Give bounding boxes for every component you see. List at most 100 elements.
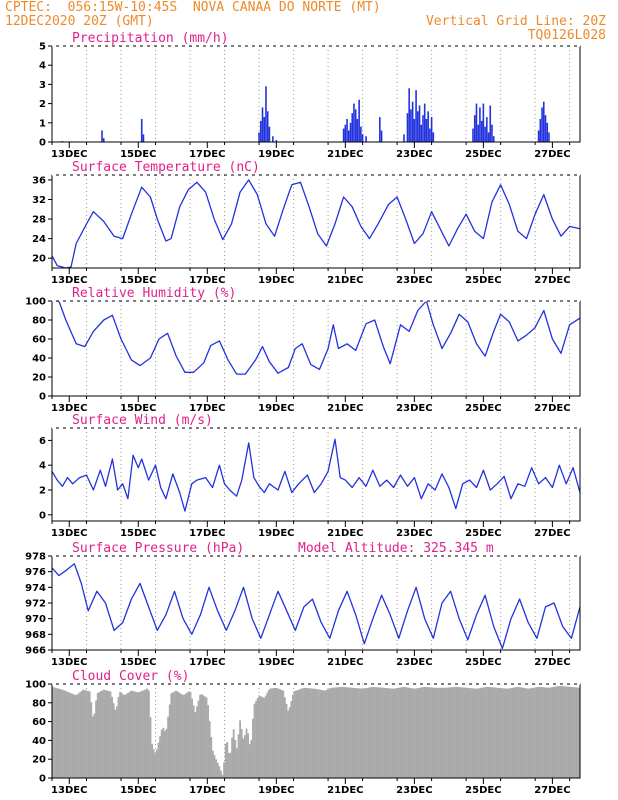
cloud-bar [324, 690, 326, 778]
cloud-bar [181, 694, 184, 778]
cloud-bar [303, 687, 305, 778]
cloud-bar [226, 742, 229, 778]
y-tick-label: 100 [25, 680, 46, 691]
precip-bar [344, 124, 347, 142]
cloud-bar [346, 687, 349, 778]
wind-panel: 0 2 4 6 13DEC 15DEC 17DEC 19DEC 21DEC 23DEC 25DEC 2… [39, 413, 581, 539]
cloud-bar [252, 718, 254, 778]
cloud-bar [242, 738, 245, 778]
precip-bar [415, 90, 417, 142]
cloud-bar [280, 689, 283, 778]
precip-bar [261, 107, 264, 142]
x-tick-label: 19DEC [258, 403, 294, 414]
cloud-panel: 0 20 40 60 80 100 13DEC 15DEC 17DEC 19DEC 21DEC 23D… [25, 669, 581, 796]
y-tick-label: 4 [39, 461, 46, 472]
panel-frame [51, 45, 581, 143]
cloud-bar [192, 705, 195, 778]
cloud-bar [402, 686, 405, 778]
pres-panel: 966 968 970 972 974 976 978 13DEC 15DEC 17DEC 19DE… [25, 541, 581, 668]
header-grid-line: Vertical Grid Line: 20Z [425, 14, 606, 29]
cloud-bar [519, 687, 521, 778]
x-tick-label: 19DEC [258, 785, 294, 796]
cloud-bar [149, 717, 152, 778]
cloud-bar [466, 687, 469, 778]
cloud-bar [88, 691, 91, 778]
cloud-bar [394, 688, 397, 778]
temp-line [52, 179, 580, 268]
cloud-bar [560, 686, 563, 778]
cloud-bar [76, 694, 78, 778]
cloud-bar [514, 687, 517, 778]
cloud-bar [80, 690, 83, 778]
cloud-bar [341, 686, 344, 778]
cloud-bar [200, 694, 203, 778]
cloud-bar [418, 687, 421, 778]
precip-bar [548, 132, 550, 142]
cloud-bar [532, 687, 534, 778]
cloud-bar [172, 692, 174, 778]
cloud-bar [132, 690, 134, 778]
cloud-bar [330, 687, 333, 778]
cloud-bar [220, 770, 222, 778]
cloud-bar [439, 687, 441, 778]
cloud-bar [562, 686, 565, 778]
cloud-bar [64, 690, 67, 778]
y-tick-label: 80 [32, 316, 46, 327]
precip-bar [477, 124, 479, 142]
x-tick-label: 13DEC [51, 785, 87, 796]
cloud-bar [216, 762, 219, 778]
cloud-bar [138, 692, 141, 778]
y-tick-label: 100 [25, 297, 46, 308]
cloud-bar [66, 691, 69, 778]
cloud-bar [405, 687, 408, 778]
cloud-bar [338, 687, 341, 778]
cloud-bar [148, 690, 150, 778]
precip-bar [347, 130, 350, 142]
cloud-bar [386, 688, 389, 778]
cloud-bar [151, 743, 153, 778]
cloud-bar [376, 687, 379, 778]
cloud-bar [103, 689, 105, 778]
cloud-bar [156, 749, 158, 778]
cloud-bar [535, 687, 537, 778]
cloud-bar [309, 688, 312, 778]
precip-bar [351, 113, 354, 142]
cloud-bar [189, 692, 192, 778]
precip-bar [427, 111, 429, 142]
precip-bar [472, 128, 474, 142]
precip-bar [486, 117, 488, 142]
cloud-bar [162, 727, 165, 778]
panel-title: Cloud Cover (%) [72, 669, 189, 684]
cloud-bar [282, 690, 285, 778]
precip-bar [420, 124, 423, 142]
cloud-bar [125, 693, 128, 778]
precip-bar [541, 107, 543, 142]
precip-bar [349, 122, 352, 142]
precip-bar [380, 130, 383, 142]
cloud-bar [573, 687, 576, 778]
cloud-bar [311, 688, 313, 778]
x-tick-label: 15DEC [120, 785, 156, 796]
cloud-bar [106, 690, 109, 778]
cloud-bar [122, 694, 125, 778]
cloud-bar [472, 688, 475, 778]
cloud-bar [568, 686, 571, 778]
cloud-bar [165, 728, 168, 778]
cloud-bar [164, 730, 166, 778]
cloud-bar [133, 691, 136, 778]
cloud-bar [168, 704, 171, 778]
x-tick-label: 17DEC [189, 403, 225, 414]
x-tick-label: 15DEC [120, 403, 156, 414]
x-tick-label: 17DEC [189, 785, 225, 796]
cloud-bar [229, 752, 232, 778]
temp-panel: 20 24 28 32 36 13DEC 15DEC 17DEC 19DEC 21DEC 23DEC… [32, 160, 581, 286]
cloud-bar [503, 688, 505, 778]
cloud-bar [104, 690, 107, 778]
x-tick-label: 21DEC [327, 149, 363, 160]
cloud-bar [328, 688, 331, 778]
cloud-bar [500, 688, 502, 778]
cloud-bar [295, 690, 297, 778]
cloud-bar [527, 688, 529, 778]
x-tick-label: 21DEC [327, 403, 363, 414]
cloud-bar [546, 687, 549, 778]
